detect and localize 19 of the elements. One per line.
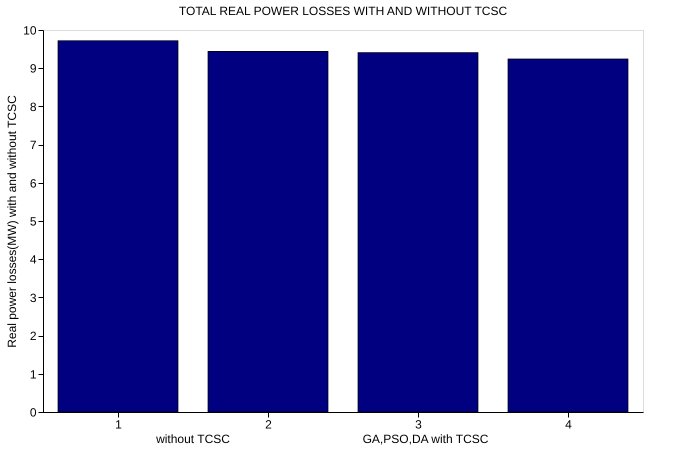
y-tick-label: 10 bbox=[23, 24, 37, 38]
y-tick-label: 8 bbox=[30, 100, 37, 114]
x-tick-label: 1 bbox=[115, 418, 122, 432]
x-tick-label: 4 bbox=[565, 418, 572, 432]
y-tick-label: 0 bbox=[30, 406, 37, 420]
y-tick-label: 5 bbox=[30, 214, 37, 228]
x-tick-label: 3 bbox=[415, 418, 422, 432]
y-tick-label: 7 bbox=[30, 138, 37, 152]
text: GA,PSO,DA with TCSC bbox=[362, 432, 489, 446]
y-axis-title: Real power losses(MW) with and without TCSC bbox=[5, 94, 20, 348]
y-tick-label: 6 bbox=[30, 176, 37, 190]
text: without TCSC bbox=[155, 432, 230, 446]
y-tick-label: 9 bbox=[30, 62, 37, 76]
x-tick-label: 2 bbox=[265, 418, 272, 432]
y-tick-label: 3 bbox=[30, 290, 37, 305]
y-tick-label: 4 bbox=[30, 252, 37, 267]
y-tick-label: 1 bbox=[30, 367, 37, 382]
y-tick-label: 2 bbox=[30, 329, 37, 344]
chart-title: TOTAL REAL POWER LOSSES WITH AND WITHOUT TCSC bbox=[178, 4, 508, 18]
